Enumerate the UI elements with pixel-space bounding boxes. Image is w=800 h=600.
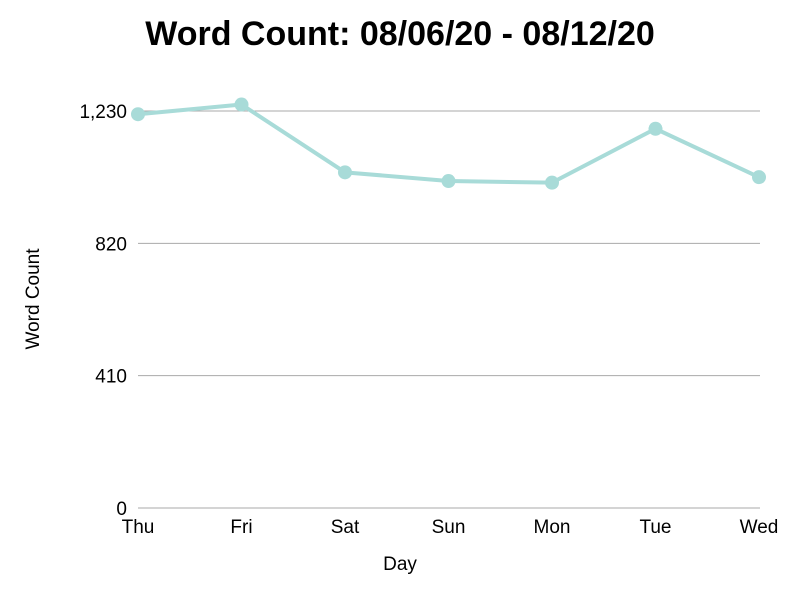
y-tick-label: 820	[95, 234, 127, 255]
y-tick-label: 410	[95, 367, 127, 388]
data-point	[648, 121, 663, 136]
x-tick-label: Mon	[534, 517, 571, 538]
y-tick-label: 0	[116, 499, 127, 520]
data-point	[131, 107, 145, 122]
series-line-group	[136, 102, 761, 185]
x-tick-label: Fri	[230, 517, 252, 538]
series-points	[131, 97, 766, 190]
data-point	[752, 170, 766, 185]
chart-title: Word Count: 08/06/20 - 08/12/20	[145, 15, 655, 53]
x-tick-label: Thu	[122, 517, 155, 538]
y-tick-label: 1,230	[79, 102, 127, 123]
data-point	[441, 174, 456, 189]
series-line	[136, 102, 761, 185]
data-point	[338, 165, 352, 180]
x-axis-label: Day	[383, 554, 417, 575]
data-point	[545, 175, 559, 190]
x-tick-label: Sat	[331, 517, 360, 538]
data-point	[234, 97, 249, 112]
y-axis-ticks: 0 410 820 1,230	[79, 102, 127, 520]
y-axis-label: Word Count	[23, 248, 44, 350]
x-tick-label: Sun	[432, 517, 466, 538]
gridlines	[138, 110, 760, 509]
x-tick-label: Tue	[639, 517, 671, 538]
x-axis-ticks: Thu Fri Sat Sun Mon Tue Wed	[122, 517, 779, 538]
x-tick-label: Wed	[740, 517, 779, 538]
